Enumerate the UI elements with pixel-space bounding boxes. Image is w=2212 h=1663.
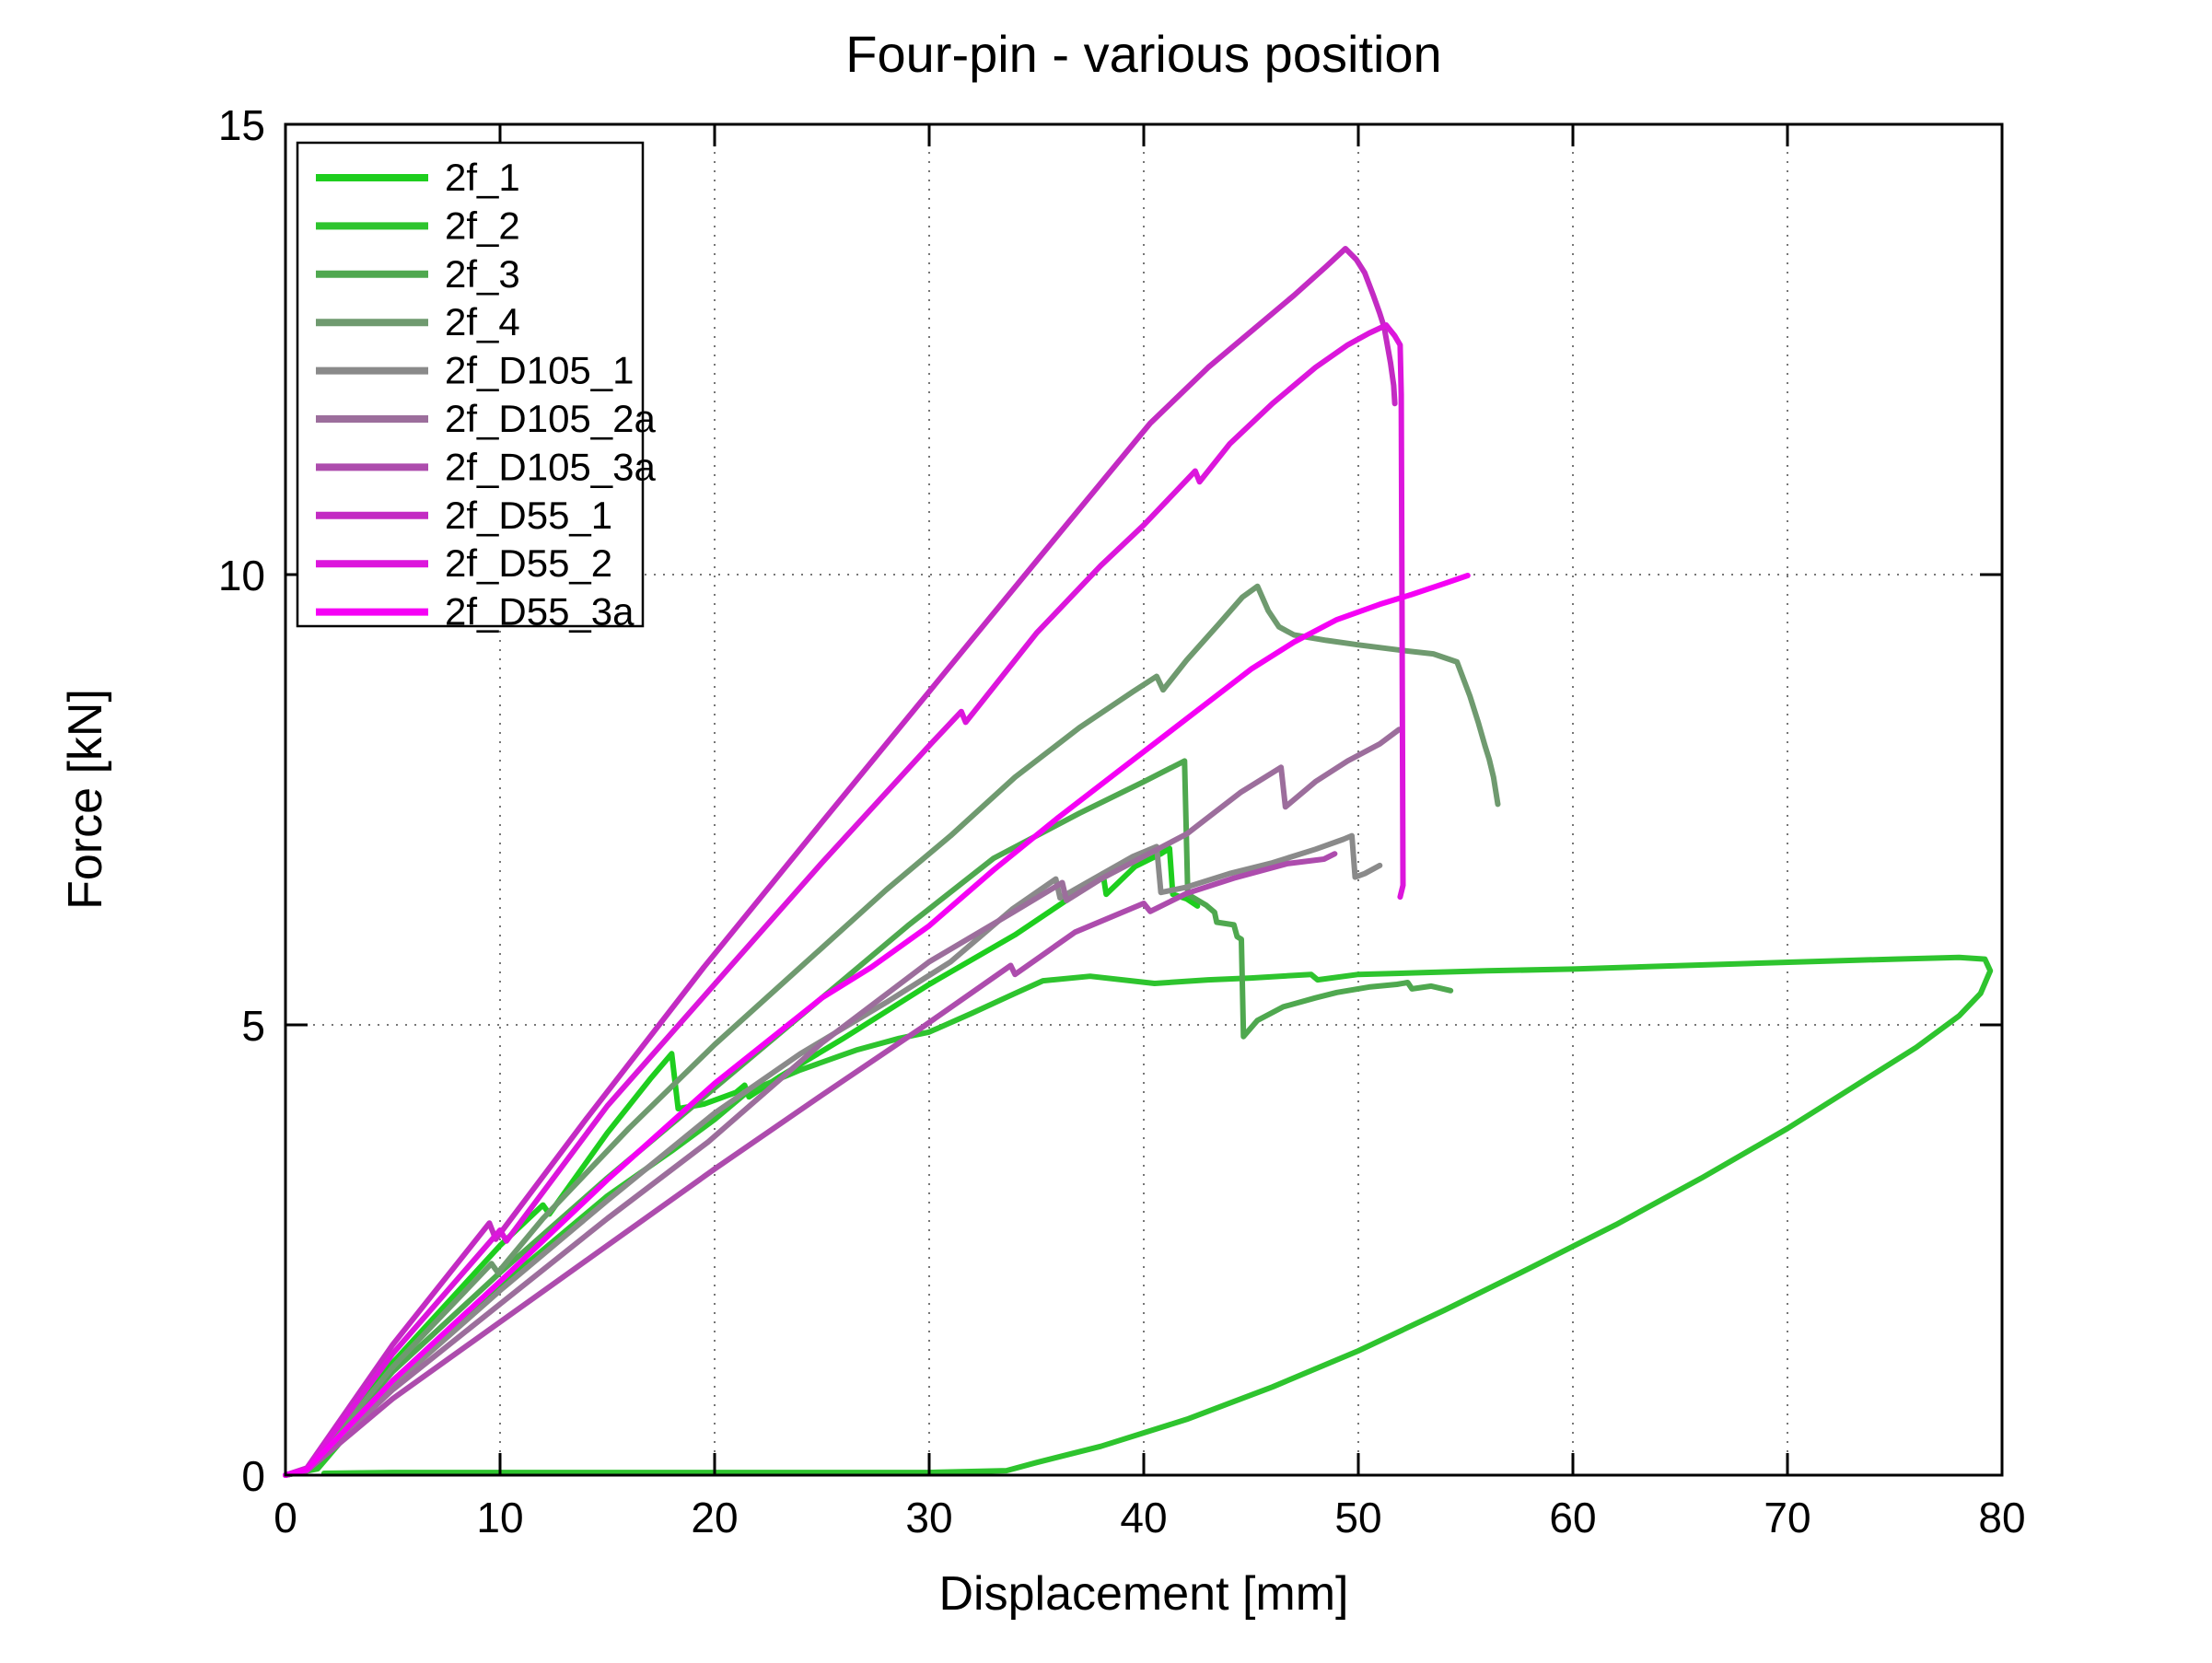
- x-tick-label-60: 60: [1549, 1494, 1596, 1541]
- legend-item-2f_1: 2f_1: [316, 156, 520, 199]
- curve-2f_1: [283, 845, 1201, 1478]
- curve-2f_D105_2a: [283, 727, 1403, 1478]
- legend-item-2f_D105_1: 2f_D105_1: [316, 349, 634, 392]
- legend-item-2f_D55_2: 2f_D55_2: [316, 541, 612, 585]
- y-tick-label-15: 15: [218, 101, 265, 149]
- x-tick-label-40: 40: [1120, 1494, 1167, 1541]
- curve-2f_D105_1: [283, 832, 1383, 1478]
- x-tick-label-10: 10: [476, 1494, 523, 1541]
- x-tick-label-70: 70: [1764, 1494, 1810, 1541]
- legend-item-2f_D55_1: 2f_D55_1: [316, 494, 612, 537]
- legend-item-2f_4: 2f_4: [316, 300, 520, 343]
- legend: 2f_1 2f_2 2f_32f_4 2f_D105_1 2f_D105_2a 2f_D1…: [296, 141, 657, 634]
- legend-label-2f_D105_2a: 2f_D105_2a: [445, 397, 657, 440]
- x-tick-label-80: 80: [1978, 1494, 2025, 1541]
- x-tick-label-30: 30: [905, 1494, 952, 1541]
- x-tick-label-50: 50: [1334, 1494, 1381, 1541]
- data-series: [283, 246, 1994, 1478]
- legend-item-2f_D105_2a: 2f_D105_2a: [316, 397, 657, 440]
- curve-2f_D55_2: [283, 322, 1406, 1478]
- x-tick-label-20: 20: [691, 1494, 738, 1541]
- legend-label-2f_3: 2f_3: [445, 252, 520, 296]
- curve-2f_2: [283, 954, 1994, 1478]
- legend-item-2f_D105_3a: 2f_D105_3a: [316, 445, 657, 488]
- legend-label-2f_D105_1: 2f_D105_1: [445, 349, 634, 392]
- legend-item-2f_D55_3a: 2f_D55_3a: [316, 590, 634, 634]
- tick-labels: 0 10 20 30 40 50 60 70 80 0 5 10 15: [218, 101, 2026, 1541]
- legend-label-2f_D55_2: 2f_D55_2: [445, 541, 612, 585]
- legend-label-2f_D105_3a: 2f_D105_3a: [445, 445, 657, 488]
- y-tick-label-10: 10: [218, 552, 265, 599]
- legend-label-2f_D55_1: 2f_D55_1: [445, 494, 612, 537]
- legend-label-2f_2: 2f_2: [445, 204, 520, 247]
- legend-item-2f_2: 2f_2: [316, 204, 520, 247]
- legend-item-2f_3: 2f_3: [316, 252, 520, 296]
- y-tick-label-5: 5: [241, 1002, 265, 1050]
- y-tick-label-0: 0: [241, 1452, 265, 1500]
- curve-2f_D105_3a: [283, 851, 1338, 1478]
- x-tick-label-0: 0: [274, 1494, 297, 1541]
- curve-2f_D55_3a: [283, 573, 1471, 1478]
- curve-2f_4: [283, 583, 1501, 1478]
- legend-label-2f_4: 2f_4: [445, 300, 520, 343]
- legend-label-2f_D55_3a: 2f_D55_3a: [445, 590, 634, 634]
- legend-label-2f_1: 2f_1: [445, 156, 520, 199]
- plot-border: [284, 122, 2004, 1477]
- x-axis-label: Displacement [mm]: [939, 1567, 1349, 1621]
- y-axis-label: Force [kN]: [59, 689, 112, 910]
- chart-title: Four-pin - various position: [845, 25, 1441, 83]
